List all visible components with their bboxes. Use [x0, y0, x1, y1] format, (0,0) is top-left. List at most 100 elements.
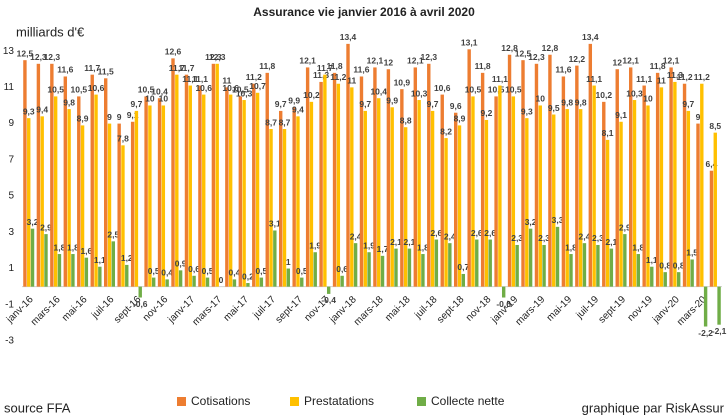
bar: [686, 110, 691, 287]
bar: [655, 72, 660, 287]
value-label: 11: [222, 76, 231, 86]
value-label: 12: [384, 57, 394, 67]
bar: [525, 118, 529, 287]
value-label: 11,2: [246, 72, 262, 82]
value-label: 1,1: [94, 255, 106, 265]
value-label: 10,5: [465, 85, 482, 95]
bar: [623, 234, 627, 287]
bar: [215, 63, 219, 287]
value-label: 10: [159, 94, 169, 104]
bar: [596, 244, 600, 287]
x-tick-label: mars-17: [190, 294, 224, 328]
bar: [713, 132, 717, 287]
value-label: 10,2: [303, 90, 320, 100]
bar: [605, 139, 610, 287]
value-label: 13,1: [461, 38, 478, 48]
bar: [521, 60, 525, 287]
value-label: 1,6: [80, 246, 92, 256]
value-label: 2,3: [592, 233, 604, 243]
x-tick-label: mai-17: [222, 294, 252, 324]
bar: [534, 63, 539, 287]
value-label: 9,9: [386, 96, 398, 106]
bar: [386, 69, 391, 287]
value-label: 10,6: [88, 83, 105, 93]
value-label: 10,6: [195, 83, 212, 93]
bar: [488, 239, 492, 287]
x-tick-label: nov-19: [626, 294, 656, 324]
value-label: 12,5: [515, 48, 532, 58]
credit: graphique par RiskAssur: [582, 400, 725, 415]
bar: [636, 254, 640, 287]
value-label: 10,4: [370, 86, 387, 96]
value-label: 12,3: [44, 52, 61, 62]
value-label: 2,3: [538, 233, 550, 243]
bar: [151, 277, 156, 287]
bar: [427, 63, 431, 287]
bar: [336, 83, 341, 287]
value-label: 0,5: [202, 266, 214, 276]
value-label: 10,5: [232, 85, 249, 95]
value-label: 12,3: [421, 52, 438, 62]
value-label: 1,8: [54, 242, 66, 252]
bar: [403, 127, 408, 287]
bar: [669, 67, 673, 287]
value-label: 11,8: [475, 61, 491, 71]
value-label: 10,5: [505, 85, 522, 95]
value-label: 9,5: [548, 103, 560, 113]
value-label: 3,2: [525, 217, 537, 227]
x-tick-label: sept-17: [274, 294, 306, 326]
y-tick-label: 1: [8, 263, 14, 274]
value-label: 3,1: [269, 219, 281, 229]
value-label: 1: [286, 257, 291, 267]
bar: [390, 107, 394, 287]
bar: [528, 228, 533, 287]
value-label: 10,3: [236, 88, 253, 98]
value-label: 10,9: [394, 77, 411, 87]
value-label: -0,4: [321, 295, 336, 305]
y-tick-label: 3: [8, 227, 14, 238]
bar: [717, 286, 721, 325]
legend-swatch: [290, 397, 299, 406]
bar: [346, 43, 350, 287]
bar: [359, 76, 364, 287]
value-label: 8,9: [77, 114, 89, 124]
value-label: 11,8: [327, 61, 343, 71]
value-label: 2,1: [404, 237, 416, 247]
bar: [696, 123, 700, 287]
bar: [84, 257, 89, 287]
value-label: 11,8: [259, 61, 275, 71]
value-label: 12,6: [165, 47, 182, 57]
bar: [273, 230, 277, 287]
bar: [148, 105, 152, 287]
bar: [211, 63, 216, 287]
value-label: 6,4: [706, 159, 718, 169]
bar: [300, 277, 304, 287]
value-label: 0: [219, 275, 224, 285]
value-label: 1,2: [121, 253, 133, 263]
value-label: 10,7: [249, 81, 266, 91]
bar: [615, 69, 619, 287]
value-label: 0,5: [255, 266, 267, 276]
bar: [682, 83, 687, 287]
bar: [205, 277, 210, 287]
bar: [161, 105, 166, 287]
y-tick-label: 13: [3, 46, 15, 57]
bar: [501, 286, 506, 298]
bar: [569, 254, 573, 287]
bar: [259, 277, 264, 287]
bar: [71, 254, 75, 287]
bar: [232, 279, 237, 287]
bar: [565, 109, 569, 287]
y-tick-label: -1: [5, 299, 14, 310]
bar: [50, 63, 54, 287]
value-label: 12,3: [528, 52, 545, 62]
value-label: 8,1: [602, 128, 614, 138]
value-label: 12: [613, 57, 623, 67]
value-label: 10,5: [71, 85, 88, 95]
value-label: 11,1: [182, 74, 198, 84]
bar: [107, 123, 112, 287]
bar: [171, 58, 175, 287]
bar: [650, 266, 654, 287]
bar: [323, 74, 327, 287]
